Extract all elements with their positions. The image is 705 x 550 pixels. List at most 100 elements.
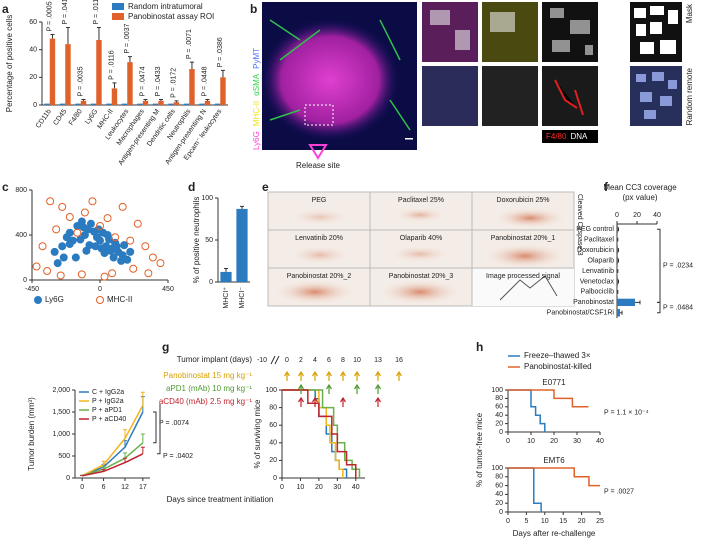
point bbox=[65, 240, 74, 248]
schedule-row-label: aCD40 (mAb) 2.5 mg kg⁻¹ bbox=[159, 397, 252, 406]
y-tick-label: 0 bbox=[23, 277, 27, 284]
dose-arrow bbox=[325, 370, 333, 381]
bar bbox=[127, 62, 133, 105]
panel-letter: g bbox=[162, 340, 169, 354]
bar bbox=[617, 225, 618, 233]
cell-label: PEG bbox=[312, 197, 327, 204]
point bbox=[76, 235, 85, 244]
mask-label: Mask bbox=[685, 3, 694, 23]
dose-arrow bbox=[283, 370, 291, 381]
point bbox=[38, 242, 47, 251]
x-tick-label: F4/80 bbox=[68, 108, 84, 127]
x-tick-label: 20 bbox=[550, 438, 558, 445]
bar bbox=[617, 267, 618, 275]
legend-label: P + IgG2a bbox=[92, 398, 124, 405]
p-value: P = .0116 bbox=[93, 0, 100, 25]
day-label: 2 bbox=[299, 357, 303, 364]
legend-marker bbox=[34, 296, 42, 304]
bar bbox=[236, 208, 248, 282]
error-bar bbox=[189, 61, 194, 70]
y-tick-label: Lenvatinib bbox=[582, 268, 614, 275]
day-label: 13 bbox=[374, 357, 382, 364]
cell-label: Doxorubicin 25% bbox=[497, 197, 550, 204]
p-value: P = .0005 bbox=[47, 1, 54, 31]
p-value: P = .0386 bbox=[217, 37, 224, 67]
legend-label: P + aPD1 bbox=[92, 407, 122, 414]
y-axis-label: Tumor burden (mm³) bbox=[27, 397, 36, 471]
x-tick-label: 10 bbox=[297, 484, 305, 491]
point bbox=[111, 233, 120, 242]
bar bbox=[152, 103, 159, 105]
y-tick-label: 400 bbox=[15, 232, 27, 239]
schedule-title: Tumor implant (days) bbox=[177, 355, 253, 364]
bar bbox=[142, 100, 149, 105]
error-bar bbox=[101, 466, 106, 470]
y-tick-label: 60 bbox=[495, 482, 503, 489]
p-value: P = .0172 bbox=[171, 68, 178, 98]
x-tick-label: MHCI⁻ bbox=[239, 287, 246, 309]
day-label: 4 bbox=[313, 357, 317, 364]
day-label: 6 bbox=[327, 357, 331, 364]
x-tick-label: 40 bbox=[596, 438, 604, 445]
x-tick-label: 6 bbox=[102, 484, 106, 491]
y-tick-label: Venetoclax bbox=[580, 278, 615, 285]
point bbox=[100, 272, 109, 281]
y-tick-label: 100 bbox=[491, 465, 503, 472]
point bbox=[58, 242, 67, 251]
schedule-row-label: aPD1 (mAb) 10 mg kg⁻¹ bbox=[166, 384, 252, 393]
point bbox=[65, 213, 74, 221]
x-tick-label: 0 bbox=[506, 518, 510, 525]
y-tick-label: 100 bbox=[491, 387, 503, 394]
y-tick-label: 20 bbox=[495, 500, 503, 507]
y-tick-label: 20 bbox=[495, 420, 503, 427]
p-value: P = .0433 bbox=[155, 66, 162, 96]
day-label: 0 bbox=[285, 357, 289, 364]
histology-art bbox=[267, 191, 575, 307]
y-tick-label: 80 bbox=[495, 395, 503, 402]
bar bbox=[59, 103, 66, 105]
legend-label: P + aCD40 bbox=[92, 416, 126, 423]
dose-arrow bbox=[297, 370, 305, 381]
x-tick-label: 12 bbox=[121, 484, 129, 491]
channel-label: αSMA bbox=[252, 73, 261, 96]
x-tick-label: 40 bbox=[653, 212, 661, 219]
error-bar bbox=[101, 469, 106, 472]
x-tick-label: 10 bbox=[527, 438, 535, 445]
point bbox=[108, 269, 117, 278]
cell-label: Paclitaxel 25% bbox=[398, 197, 444, 204]
chart-title: EMT6 bbox=[543, 456, 565, 465]
bar bbox=[173, 102, 180, 105]
bar bbox=[220, 77, 226, 105]
panel-letter: e bbox=[262, 180, 269, 194]
schedule-row-label: Panobinostat 15 mg kg⁻¹ bbox=[163, 371, 252, 380]
legend-swatch bbox=[112, 13, 124, 20]
legend-label: Random intratumoral bbox=[128, 2, 203, 11]
p-value: P = .0071 bbox=[186, 29, 193, 59]
survival-line bbox=[508, 467, 600, 487]
error-bar bbox=[158, 98, 163, 101]
legend-label: Panobinostat-killed bbox=[524, 362, 592, 371]
dose-arrow bbox=[339, 396, 347, 407]
error-bar bbox=[618, 227, 619, 232]
x-tick-label: 450 bbox=[162, 286, 174, 293]
y-tick-label: 0 bbox=[33, 102, 37, 109]
y-tick-label: 1,500 bbox=[52, 409, 70, 416]
y-tick-label: Panobinostat bbox=[573, 299, 614, 306]
side-label: Cleaved Caspase-3 bbox=[576, 194, 583, 256]
cell-label: Olaparib 40% bbox=[400, 235, 442, 242]
point bbox=[103, 214, 112, 223]
x-tick-label: 0 bbox=[80, 484, 84, 491]
line bbox=[81, 453, 144, 477]
x-tick-label: CD45 bbox=[52, 108, 68, 127]
bracket bbox=[657, 301, 661, 314]
x-tick-label: 30 bbox=[333, 484, 341, 491]
error-bar bbox=[224, 268, 228, 272]
y-tick-label: 500 bbox=[58, 453, 70, 460]
legend-label: Panobinostat assay ROI bbox=[128, 12, 214, 21]
y-tick-label: 0 bbox=[499, 429, 503, 436]
panel-letter: c bbox=[2, 180, 9, 194]
bar bbox=[617, 309, 620, 317]
error-bar bbox=[81, 98, 86, 101]
dose-arrow bbox=[325, 383, 333, 394]
x-tick-label: 15 bbox=[559, 518, 567, 525]
